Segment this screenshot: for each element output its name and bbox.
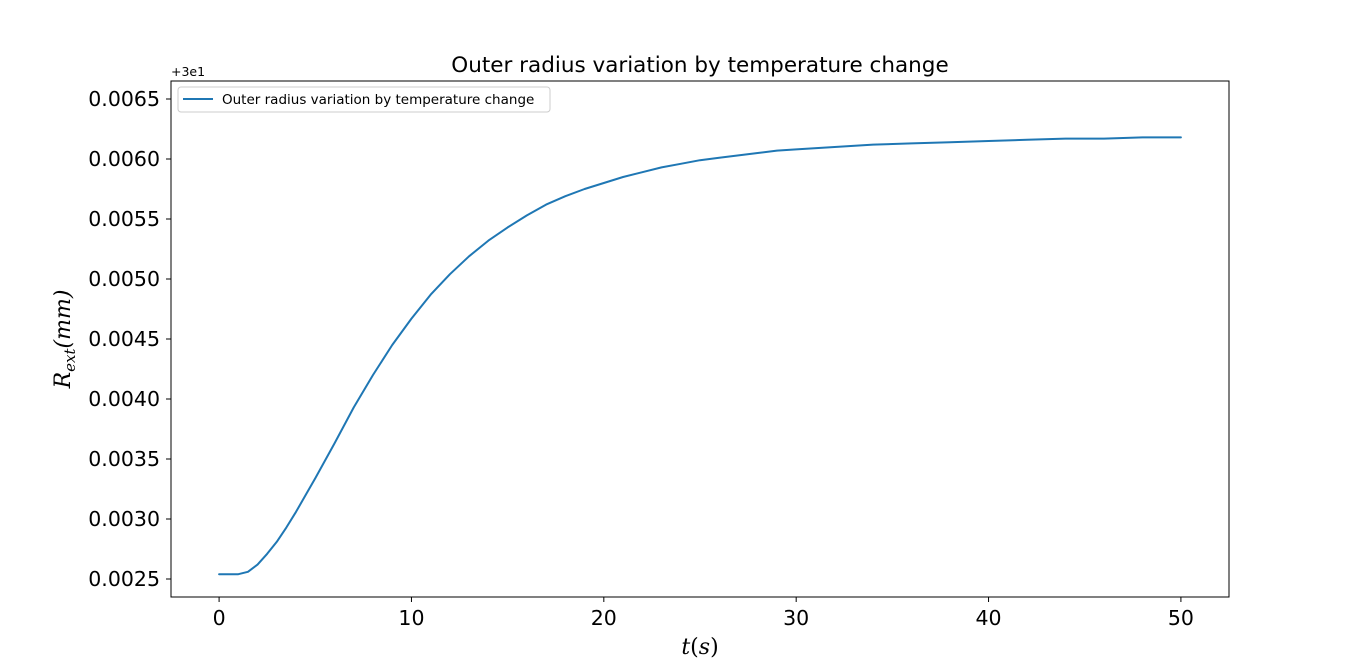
x-axis-label-var: t [681,635,690,660]
y-tick-label: 0.0035 [88,447,160,471]
x-tick-label: 50 [1168,606,1194,630]
series-group [218,136,1182,576]
chart-title: Outer radius variation by temperature ch… [451,53,948,78]
y-tick-label: 0.0045 [88,327,160,351]
x-axis-label-unit: s [699,635,710,660]
x-tick-label: 20 [591,606,617,630]
series-line-0 [218,136,1182,576]
y-axis-label: Rext(mm) [51,290,79,390]
y-axis-offset-label: +3e1 [171,64,205,79]
y-tick-label: 0.0065 [88,87,160,111]
y-tick-label: 0.0050 [88,267,160,291]
legend-entry-label: Outer radius variation by temperature ch… [222,92,534,108]
y-axis-label-sub: ext [61,348,79,372]
x-axis: 0 10 20 30 40 50 [213,597,1194,630]
y-tick-label: 0.0060 [88,147,160,171]
x-axis-label: t(s) [681,635,718,660]
x-axis-label-open: ( [690,635,699,660]
y-tick-label: 0.0025 [88,567,160,591]
x-tick-label: 30 [783,606,809,630]
y-axis-label-main: R [51,372,76,390]
x-tick-label: 0 [213,606,226,630]
y-tick-label: 0.0030 [88,507,160,531]
x-tick-label: 10 [398,606,424,630]
plot-area: 0 10 20 30 40 50 0.00250.00300.00350.00400.00… [88,80,1230,630]
y-axis: 0.0025 0.0030 0.0035 0.0040 0.0045 0.0050 0.00… [88,87,171,591]
legend-box [177,86,551,113]
x-axis-label-close: ) [710,635,719,660]
legend: Outer radius variation by temperature ch… [177,86,551,113]
x-tick-label: 40 [975,606,1001,630]
y-tick-label: 0.0040 [88,387,160,411]
y-tick-label: 0.0055 [88,207,160,231]
y-axis-label-unit: (mm) [51,290,76,349]
